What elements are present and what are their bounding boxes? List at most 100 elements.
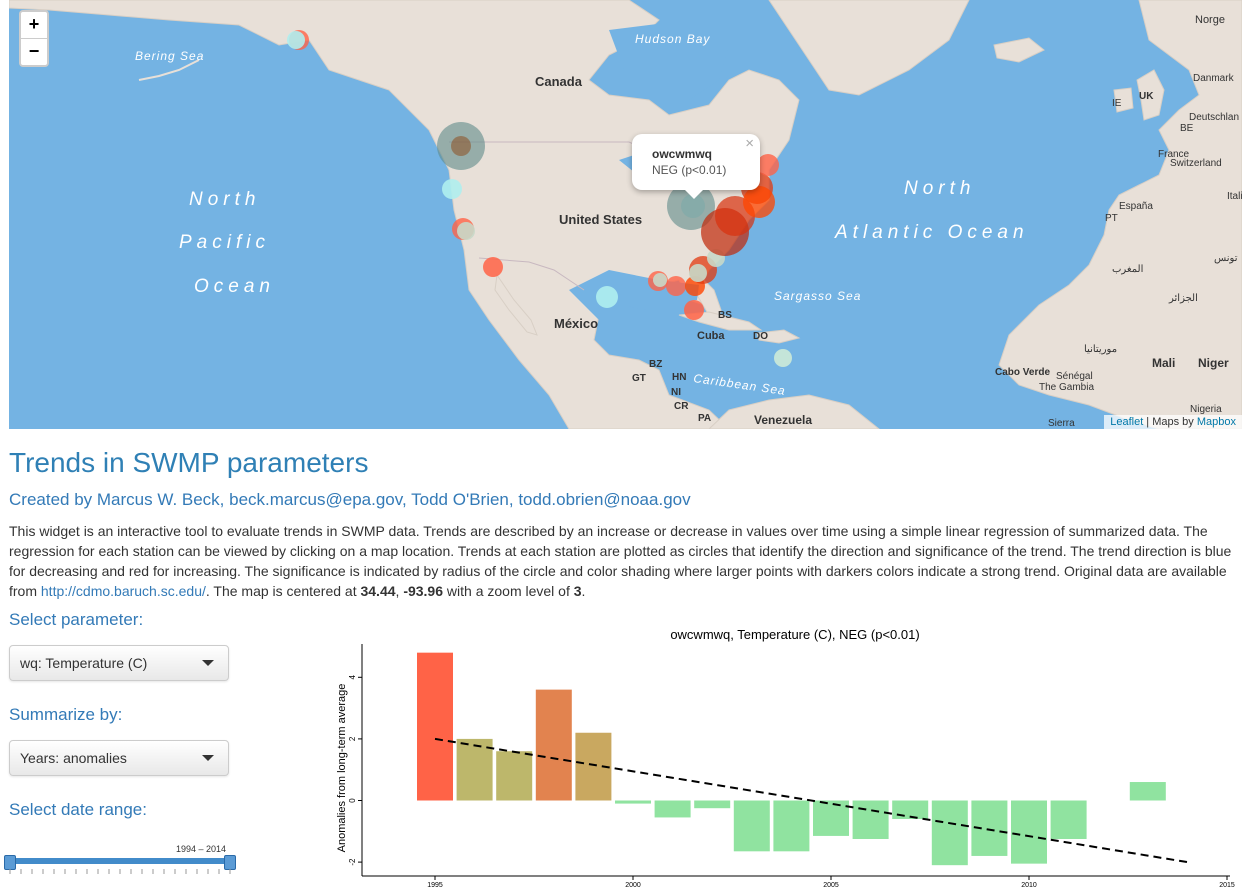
- label-sargasso: Sargasso Sea: [774, 289, 861, 303]
- chart-bar: [654, 800, 691, 818]
- station-marker[interactable]: [457, 222, 475, 240]
- x-tick-label: 2005: [823, 882, 839, 889]
- label-france: France: [1158, 149, 1190, 160]
- zoom-in-button[interactable]: +: [28, 14, 40, 34]
- chart-bar: [813, 800, 849, 836]
- parameter-label: Select parameter:: [9, 610, 144, 629]
- chart-bar: [1129, 782, 1166, 801]
- label-bz: BZ: [649, 359, 662, 370]
- label-mauritania: موريتانيا: [1084, 344, 1117, 355]
- desc-text-3: with a zoom level of: [443, 583, 574, 599]
- label-italia: Italia: [1227, 191, 1242, 202]
- station-marker[interactable]: [684, 300, 704, 320]
- label-mexico: México: [554, 316, 598, 331]
- station-marker[interactable]: [442, 179, 462, 199]
- label-do: DO: [753, 331, 768, 342]
- label-nigeria: Nigeria: [1190, 404, 1222, 415]
- map[interactable]: Bering Sea Hudson Bay Canada United Stat…: [9, 0, 1242, 429]
- y-tick-label: -2: [348, 858, 357, 866]
- parameter-select[interactable]: wq: Temperature (C): [9, 645, 229, 681]
- land-south-america: [708, 394, 880, 429]
- label-bering: Bering Sea: [135, 49, 204, 63]
- station-marker[interactable]: [689, 264, 707, 282]
- station-marker[interactable]: [287, 31, 305, 49]
- popup-result: NEG (p<0.01): [652, 163, 727, 177]
- label-north-atlantic-2: Atlantic Ocean: [834, 222, 1029, 243]
- label-deutschland: Deutschlan: [1189, 112, 1239, 123]
- label-venezuela: Venezuela: [754, 413, 812, 427]
- label-gt: GT: [632, 373, 646, 384]
- chevron-down-icon: [202, 755, 214, 761]
- parameter-select-value: wq: Temperature (C): [20, 655, 148, 671]
- label-cabo-verde: Cabo Verde: [995, 367, 1050, 378]
- date-range-slider-track[interactable]: [9, 858, 231, 864]
- mapbox-link[interactable]: Mapbox: [1196, 416, 1236, 428]
- desc-lon: -93.96: [403, 583, 444, 599]
- author-line: Created by Marcus W. Beck, beck.marcus@e…: [9, 490, 691, 510]
- email-link-beck[interactable]: beck.marcus@epa.gov: [229, 490, 402, 509]
- leaflet-link[interactable]: Leaflet: [1110, 416, 1144, 428]
- label-canada: Canada: [535, 74, 583, 89]
- zoom-control: + −: [19, 10, 49, 67]
- map-attribution: Leaflet | Maps by Mapbox: [1104, 415, 1242, 429]
- label-mali: Mali: [1152, 356, 1175, 370]
- label-espana: España: [1119, 201, 1153, 212]
- label-ie: IE: [1112, 98, 1122, 109]
- station-marker[interactable]: [596, 286, 618, 308]
- land-uk: [1136, 69, 1165, 121]
- station-marker[interactable]: [666, 276, 686, 296]
- x-tick-label: 2000: [625, 882, 641, 889]
- label-switzerland: Switzerland: [1170, 158, 1222, 169]
- popup-close-icon[interactable]: ×: [745, 135, 754, 152]
- summarize-select-value: Years: anomalies: [20, 750, 127, 766]
- label-pa: PA: [698, 413, 711, 424]
- popup-station: owcwmwq: [652, 147, 713, 161]
- station-marker[interactable]: [451, 136, 471, 156]
- label-cr: CR: [674, 401, 689, 412]
- label-hudson: Hudson Bay: [635, 32, 710, 46]
- y-tick-label: 2: [348, 736, 357, 741]
- date-range-slider-ticks: [9, 869, 231, 874]
- date-range-start-handle[interactable]: [4, 855, 16, 870]
- land-baja: [494, 273, 538, 336]
- email-link-obrien[interactable]: todd.obrien@noaa.gov: [518, 490, 691, 509]
- chart-bar: [931, 800, 968, 866]
- label-gambia: The Gambia: [1039, 382, 1094, 393]
- summarize-select[interactable]: Years: anomalies: [9, 740, 229, 776]
- chart-bar: [852, 800, 889, 839]
- station-marker[interactable]: [483, 257, 503, 277]
- label-north-pacific-3: Ocean: [194, 276, 275, 297]
- chart-bar: [456, 738, 493, 801]
- border-us-mexico: [478, 257, 585, 291]
- chart-ylabel: Anomalies from long-term average: [336, 684, 348, 853]
- map-popup: owcwmwq NEG (p<0.01) ×: [632, 134, 760, 199]
- date-range-end-handle[interactable]: [224, 855, 236, 870]
- trend-chart: owcwmwq, Temperature (C), NEG (p<0.01) A…: [336, 627, 1235, 889]
- station-marker[interactable]: [743, 186, 775, 218]
- x-tick-label: 1995: [427, 882, 443, 889]
- station-marker[interactable]: [757, 154, 779, 176]
- chart-bar: [773, 800, 810, 852]
- label-north-pacific-2: Pacific: [179, 232, 270, 253]
- desc-zoom: 3: [573, 583, 582, 599]
- chart-bar: [733, 800, 770, 852]
- land-hispaniola: [756, 329, 801, 344]
- x-tick-label: 2015: [1219, 882, 1235, 889]
- water-hudson-bay: [609, 20, 729, 100]
- label-sierra: Sierra: [1048, 418, 1075, 429]
- chart-bar: [1050, 800, 1087, 839]
- chart-title: owcwmwq, Temperature (C), NEG (p<0.01): [670, 627, 919, 642]
- station-marker[interactable]: [774, 349, 792, 367]
- label-uk: UK: [1139, 91, 1154, 102]
- land-ireland: [1113, 87, 1134, 113]
- description: This widget is an interactive tool to ev…: [9, 521, 1241, 601]
- station-marker[interactable]: [681, 194, 705, 218]
- label-morocco: المغرب: [1112, 264, 1143, 275]
- y-tick-label: 0: [348, 798, 357, 803]
- station-marker[interactable]: [653, 273, 667, 287]
- zoom-out-button[interactable]: −: [21, 38, 47, 65]
- cdmo-link[interactable]: http://cdmo.baruch.sc.edu/: [40, 583, 206, 599]
- label-cuba: Cuba: [697, 330, 725, 342]
- label-us: United States: [559, 212, 642, 227]
- land-greenland: [768, 0, 970, 96]
